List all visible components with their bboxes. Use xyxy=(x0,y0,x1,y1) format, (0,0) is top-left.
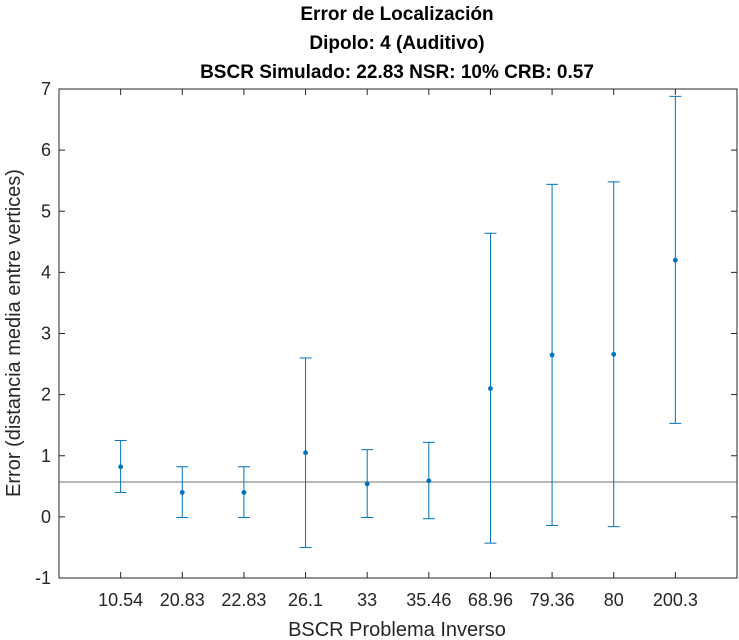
data-point xyxy=(241,490,247,495)
x-tick-label: 35.46 xyxy=(406,590,451,610)
x-tick-label: 20.83 xyxy=(160,590,205,610)
chart-title: Error de Localización xyxy=(300,4,493,25)
data-point xyxy=(611,351,617,357)
chart-subtitle-2: BSCR Simulado: 22.83 NSR: 10% CRB: 0.57 xyxy=(200,62,594,83)
plot-area: -1 0 1 2 3 4 5 6 7 10.54 20.83 22.83 26.1 33 35.46 68.9… xyxy=(35,79,738,610)
x-tick-label: 68.96 xyxy=(468,590,513,610)
x-tick-label: 26.1 xyxy=(288,590,323,610)
chart-subtitle: Dipolo: 4 (Auditivo) xyxy=(309,33,484,54)
x-tick-label: 200.3 xyxy=(653,590,698,610)
x-tick-label: 79.36 xyxy=(530,590,575,610)
data-point xyxy=(426,478,432,484)
x-tick-label: 33 xyxy=(357,590,377,610)
y-tick-label: 1 xyxy=(41,446,51,466)
y-tick-label: 2 xyxy=(41,385,51,405)
x-tick-label: 10.54 xyxy=(98,590,143,610)
y-tick-label: 7 xyxy=(41,79,51,99)
y-tick-label: -1 xyxy=(35,568,51,588)
y-tick-label: 4 xyxy=(41,262,51,282)
axes-box xyxy=(58,88,738,579)
data-point xyxy=(118,464,124,470)
x-axis-label: BSCR Problema Inverso xyxy=(288,619,506,640)
data-point xyxy=(364,481,370,487)
y-axis-label: Error (distancia media entre vertices) xyxy=(3,169,25,497)
data-point xyxy=(303,450,308,456)
y-tick-label: 3 xyxy=(41,324,51,344)
x-tick-label: 22.83 xyxy=(221,590,266,610)
data-point xyxy=(488,386,493,391)
data-point xyxy=(549,352,555,358)
data-point xyxy=(672,257,678,263)
y-tick-label: 5 xyxy=(41,201,51,221)
y-tick-label: 6 xyxy=(41,140,51,160)
y-tick-label: 0 xyxy=(41,507,51,527)
x-tick-label: 80 xyxy=(604,590,624,610)
data-point xyxy=(179,490,185,495)
